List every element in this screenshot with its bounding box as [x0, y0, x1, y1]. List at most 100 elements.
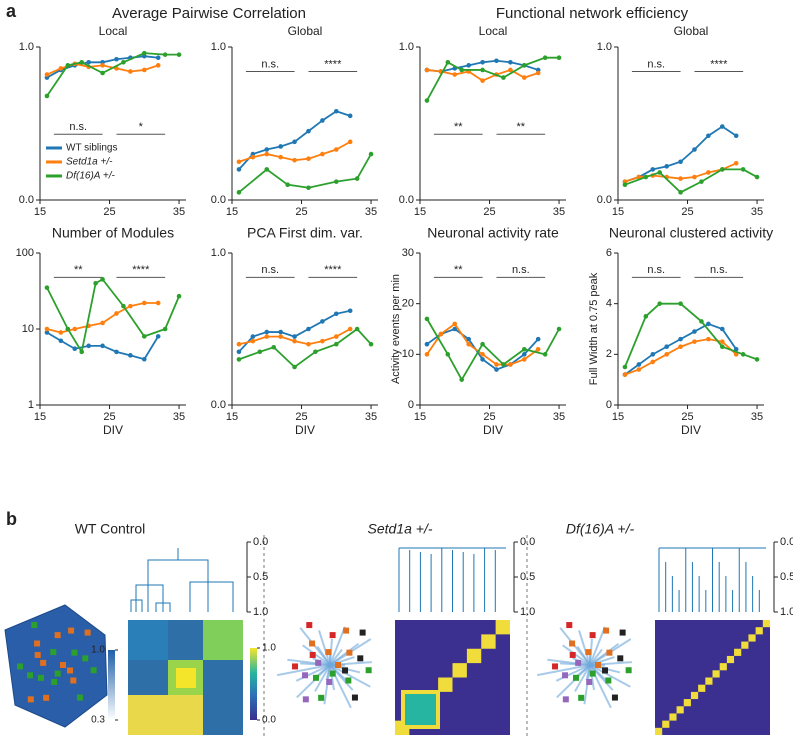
network-edge: [574, 664, 591, 692]
colorbar: [250, 648, 257, 720]
matrix-block: [698, 684, 706, 692]
series-line: [426, 56, 560, 101]
significance-label: n.s.: [512, 264, 530, 276]
y-tick-label: 1.0: [19, 41, 34, 53]
data-point: [535, 336, 541, 342]
data-point: [121, 303, 126, 309]
data-point: [162, 52, 168, 57]
series-line: [624, 125, 737, 183]
network-node: [318, 694, 325, 701]
group-title: Setd1a +/-: [368, 521, 433, 537]
data-point: [155, 334, 161, 339]
data-point: [306, 128, 311, 134]
data-point: [313, 349, 318, 355]
data-point: [480, 67, 485, 73]
matrix-block: [452, 663, 467, 678]
network-node: [54, 632, 61, 639]
data-point: [58, 330, 64, 335]
network-edge: [329, 664, 335, 691]
data-point: [692, 329, 697, 334]
data-point: [121, 60, 126, 65]
network-edge: [589, 656, 615, 666]
data-point: [100, 277, 105, 282]
network-edge: [589, 664, 631, 688]
data-point: [114, 311, 119, 316]
network-node: [586, 678, 593, 685]
data-point: [306, 156, 311, 161]
network-node: [306, 622, 313, 629]
data-point: [236, 159, 242, 165]
network-node: [619, 629, 626, 636]
network-edge: [329, 664, 371, 688]
dendrogram-tick-label: 1.0: [520, 606, 535, 618]
x-tick-label: 35: [553, 206, 565, 218]
data-point: [155, 55, 161, 61]
chart-subtitle: Local: [99, 24, 128, 38]
network-node: [625, 667, 632, 674]
data-point: [480, 357, 485, 362]
data-point: [664, 164, 669, 169]
network-node: [82, 655, 89, 662]
data-point: [643, 174, 649, 180]
dendrogram-branch: [135, 584, 164, 612]
data-point: [466, 63, 471, 68]
x-tick-label: 25: [681, 206, 693, 218]
matrix-block: [755, 627, 763, 635]
data-point: [162, 326, 168, 332]
network-edge: [589, 664, 595, 691]
network-node: [578, 694, 585, 701]
data-point: [44, 93, 50, 99]
y-tick-label: 0: [606, 399, 612, 411]
data-point: [176, 52, 182, 57]
colorbar-tick-label: 0.0: [262, 715, 276, 726]
y-tick-label: 6: [606, 247, 612, 259]
data-point: [719, 167, 725, 172]
significance-label: *: [139, 121, 144, 133]
x-tick-label: 35: [751, 206, 763, 218]
data-point: [424, 67, 430, 73]
network-node: [325, 649, 332, 656]
data-point: [521, 352, 527, 357]
data-point: [622, 364, 628, 370]
network-node: [315, 659, 322, 666]
data-point: [424, 341, 430, 347]
matrix-block: [712, 670, 720, 678]
network-node: [292, 663, 299, 670]
network-node: [569, 640, 576, 647]
data-point: [58, 66, 64, 71]
data-point: [236, 349, 242, 355]
data-point: [347, 308, 353, 314]
data-point: [445, 352, 451, 357]
panel-label: a: [6, 1, 17, 21]
matrix-block: [662, 720, 670, 728]
data-point: [306, 326, 311, 332]
dendrogram-branch: [147, 559, 209, 612]
x-tick-label: 25: [483, 206, 495, 218]
data-point: [678, 176, 683, 181]
dendrogram-tick-label: 1.0: [780, 606, 793, 618]
colorbar-tick-label: 1.0: [262, 643, 276, 654]
data-point: [320, 151, 325, 157]
data-point: [271, 344, 277, 350]
significance-label: n.s.: [710, 264, 728, 276]
significance-label: n.s.: [647, 264, 665, 276]
data-point: [236, 341, 242, 347]
network-edge: [299, 662, 331, 666]
data-point: [706, 170, 711, 175]
data-point: [65, 326, 71, 332]
matrix-block: [481, 634, 496, 649]
series-line: [46, 52, 180, 97]
series-line: [426, 327, 539, 371]
significance-label: **: [454, 264, 463, 276]
network-edge: [589, 664, 607, 681]
x-tick-label: 35: [751, 411, 763, 423]
data-point: [508, 67, 513, 73]
network-edge: [302, 644, 331, 666]
network-edge: [314, 664, 331, 692]
network-node: [606, 649, 613, 656]
data-point: [678, 336, 683, 342]
matrix-block: [655, 727, 663, 735]
data-point: [333, 147, 339, 152]
data-point: [466, 336, 471, 342]
data-point: [692, 147, 697, 152]
